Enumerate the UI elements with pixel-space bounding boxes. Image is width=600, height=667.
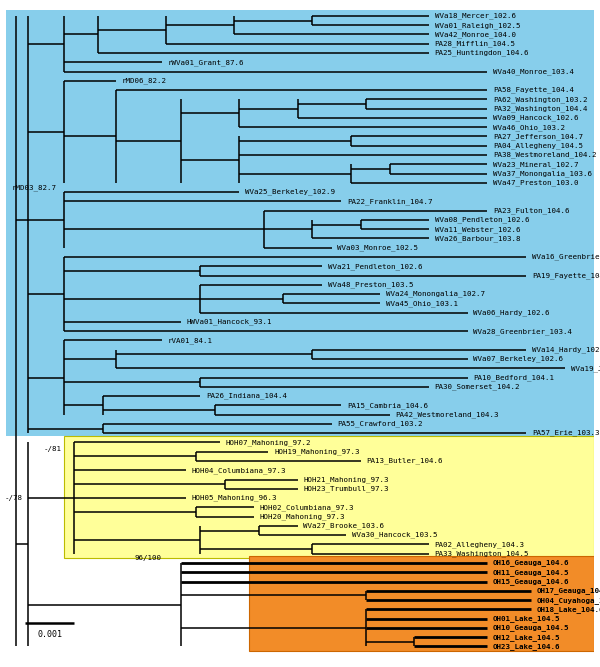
Text: OH04_Cuyahoga_104.5: OH04_Cuyahoga_104.5 <box>536 596 600 604</box>
Text: WVa01_Raleigh_102.5: WVa01_Raleigh_102.5 <box>434 22 520 29</box>
Text: rWVa01_Grant_87.6: rWVa01_Grant_87.6 <box>167 59 244 65</box>
Text: PA04_Allegheny_104.5: PA04_Allegheny_104.5 <box>493 143 583 149</box>
Text: WVa03_Monroe_102.5: WVa03_Monroe_102.5 <box>337 244 418 251</box>
Text: PA27_Jefferson_104.7: PA27_Jefferson_104.7 <box>493 133 583 140</box>
Text: WVa42_Monroe_104.0: WVa42_Monroe_104.0 <box>434 31 515 38</box>
Text: OH23_Lake_104.6: OH23_Lake_104.6 <box>493 643 560 650</box>
Text: WVa23_Mineral_102.7: WVa23_Mineral_102.7 <box>493 161 578 167</box>
Text: PA33_Washington_104.5: PA33_Washington_104.5 <box>434 550 529 557</box>
Text: rVA01_84.1: rVA01_84.1 <box>167 337 212 344</box>
Text: WVa11_Webster_102.6: WVa11_Webster_102.6 <box>434 226 520 233</box>
Text: WVa45_Ohio_103.1: WVa45_Ohio_103.1 <box>386 300 458 307</box>
Bar <box>6 11 594 436</box>
Text: WVa40_Monroe_103.4: WVa40_Monroe_103.4 <box>493 68 574 75</box>
Text: PA25_Huntingdon_104.6: PA25_Huntingdon_104.6 <box>434 50 529 56</box>
Text: 96/100: 96/100 <box>134 556 161 562</box>
Text: WVa48_Preston_103.5: WVa48_Preston_103.5 <box>328 281 413 288</box>
Text: OH15_Geauga_104.6: OH15_Geauga_104.6 <box>493 578 569 585</box>
Text: HOH05_Mahoning_96.3: HOH05_Mahoning_96.3 <box>191 495 277 502</box>
Text: PA10_Bedford_104.1: PA10_Bedford_104.1 <box>473 374 554 381</box>
Text: PA32_Washington_104.4: PA32_Washington_104.4 <box>493 105 587 112</box>
Bar <box>64 436 594 558</box>
Text: WVa24_Monongalia_102.7: WVa24_Monongalia_102.7 <box>386 291 485 297</box>
Text: PA13_Butler_104.6: PA13_Butler_104.6 <box>367 458 443 464</box>
Text: WVa21_Pendleton_102.6: WVa21_Pendleton_102.6 <box>328 263 422 269</box>
Text: HOH20_Mahoning_97.3: HOH20_Mahoning_97.3 <box>260 514 345 520</box>
Text: PA15_Cambria_104.6: PA15_Cambria_104.6 <box>347 402 428 409</box>
Text: WVa46_Ohio_103.2: WVa46_Ohio_103.2 <box>493 124 565 131</box>
Text: WVa09_Hancock_102.6: WVa09_Hancock_102.6 <box>493 115 578 121</box>
Text: WVa08_Pendleton_102.6: WVa08_Pendleton_102.6 <box>434 217 529 223</box>
Text: PA28_Mifflin_104.5: PA28_Mifflin_104.5 <box>434 41 515 47</box>
Text: OH17_Geauga_104.6: OH17_Geauga_104.6 <box>536 588 600 594</box>
Text: rMD06_82.2: rMD06_82.2 <box>122 77 167 84</box>
Text: WVa37_Monongalia_103.6: WVa37_Monongalia_103.6 <box>493 170 592 177</box>
Text: PA58_Fayette_104.4: PA58_Fayette_104.4 <box>493 87 574 93</box>
Text: PA55_Crawford_103.2: PA55_Crawford_103.2 <box>337 421 423 428</box>
Text: OH01_Lake_104.5: OH01_Lake_104.5 <box>493 615 560 622</box>
Text: HOH21_Mahoning_97.3: HOH21_Mahoning_97.3 <box>304 476 389 483</box>
Text: HOH02_Columbiana_97.3: HOH02_Columbiana_97.3 <box>260 504 354 511</box>
Text: PA38_Westmoreland_104.2: PA38_Westmoreland_104.2 <box>493 151 596 158</box>
Text: WVa26_Barbour_103.8: WVa26_Barbour_103.8 <box>434 235 520 241</box>
Text: HOH04_Columbiana_97.3: HOH04_Columbiana_97.3 <box>191 467 286 474</box>
Text: WVa25_Berkeley_102.9: WVa25_Berkeley_102.9 <box>245 189 335 195</box>
Text: HOH19_Mahoning_97.3: HOH19_Mahoning_97.3 <box>274 448 360 455</box>
Text: rMD03_82.7: rMD03_82.7 <box>12 184 57 191</box>
Text: WVa16_Greenbrier_102.6: WVa16_Greenbrier_102.6 <box>532 253 600 260</box>
Text: PA22_Franklin_104.7: PA22_Franklin_104.7 <box>347 198 433 205</box>
Text: HOH23_Trumbull_97.3: HOH23_Trumbull_97.3 <box>304 486 389 492</box>
Text: PA62_Washington_103.2: PA62_Washington_103.2 <box>493 96 587 103</box>
Text: WVa28_Greenbrier_103.4: WVa28_Greenbrier_103.4 <box>473 328 572 335</box>
Text: OH18_Lake_104.6: OH18_Lake_104.6 <box>536 606 600 613</box>
Text: -/81: -/81 <box>43 446 61 452</box>
Text: WVa30_Hancock_103.5: WVa30_Hancock_103.5 <box>352 532 437 538</box>
Text: PA26_Indiana_104.4: PA26_Indiana_104.4 <box>206 393 287 400</box>
Text: WVa18_Mercer_102.6: WVa18_Mercer_102.6 <box>434 13 515 19</box>
Text: OH12_Lake_104.5: OH12_Lake_104.5 <box>493 634 560 640</box>
Text: WVa47_Preston_103.0: WVa47_Preston_103.0 <box>493 179 578 186</box>
Text: HWVa01_Hancock_93.1: HWVa01_Hancock_93.1 <box>187 319 272 325</box>
Text: OH11_Geauga_104.5: OH11_Geauga_104.5 <box>493 569 569 576</box>
Text: PA42_Westmoreland_104.3: PA42_Westmoreland_104.3 <box>396 412 499 418</box>
Text: OH10_Geauga_104.5: OH10_Geauga_104.5 <box>493 624 569 632</box>
Text: WVa27_Brooke_103.6: WVa27_Brooke_103.6 <box>304 522 385 529</box>
Text: PA02_Allegheny_104.3: PA02_Allegheny_104.3 <box>434 541 524 548</box>
Text: WVa07_Berkeley_102.6: WVa07_Berkeley_102.6 <box>473 356 563 362</box>
Text: PA57_Erie_103.3: PA57_Erie_103.3 <box>532 430 599 436</box>
Text: PA23_Fulton_104.6: PA23_Fulton_104.6 <box>493 207 569 214</box>
Text: WVa14_Hardy_102.6: WVa14_Hardy_102.6 <box>532 346 600 353</box>
Text: HOH07_Mahoning_97.2: HOH07_Mahoning_97.2 <box>226 439 311 446</box>
Text: OH16_Geauga_104.6: OH16_Geauga_104.6 <box>493 560 569 566</box>
Text: WVa19_Jefferson_102.6: WVa19_Jefferson_102.6 <box>571 365 600 372</box>
Text: -/78: -/78 <box>5 495 23 501</box>
Text: WVa06_Hardy_102.6: WVa06_Hardy_102.6 <box>473 309 550 316</box>
Bar <box>249 556 594 651</box>
Text: 0.001: 0.001 <box>37 630 62 639</box>
Text: PA30_Somerset_104.2: PA30_Somerset_104.2 <box>434 384 520 390</box>
Text: PA19_Fayette_104.6: PA19_Fayette_104.6 <box>532 272 600 279</box>
